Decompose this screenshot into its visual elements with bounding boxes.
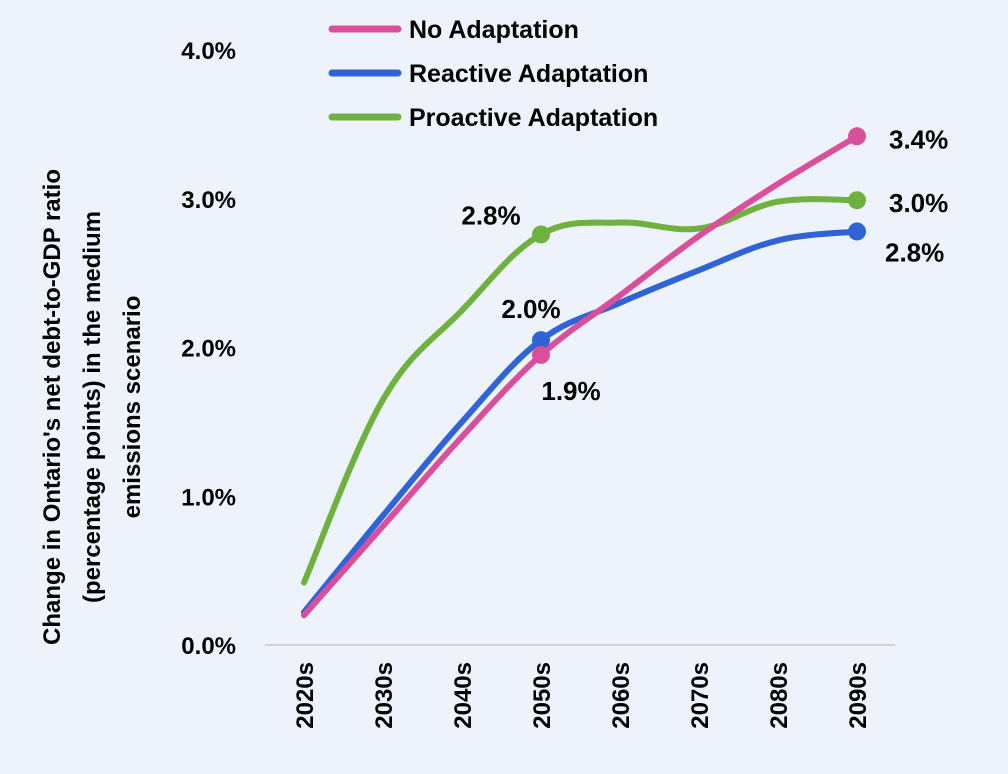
- x-tick-label: 2020s: [292, 662, 319, 729]
- data-label: 2.0%: [501, 294, 560, 324]
- marker-layer: [532, 127, 866, 364]
- x-tick-label: 2090s: [845, 662, 872, 729]
- y-tick-label: 1.0%: [181, 484, 236, 511]
- data-label: 2.8%: [461, 200, 520, 230]
- x-tick-label: 2040s: [450, 662, 477, 729]
- series-line-reactive-adaptation: [301, 228, 860, 616]
- data-label: 2.8%: [885, 237, 944, 267]
- legend-label: Proactive Adaptation: [409, 104, 658, 132]
- y-axis-label-line: emissions scenario: [119, 296, 146, 519]
- data-label: 1.9%: [541, 376, 600, 406]
- y-tick-label: 4.0%: [181, 38, 236, 65]
- data-label-layer: 2.8% 3.0% 2.0% 2.8% 1.9% 3.4%: [461, 124, 948, 406]
- legend-label: No Adaptation: [409, 16, 579, 44]
- data-point-marker: [848, 127, 866, 146]
- data-label: 3.0%: [889, 188, 948, 218]
- data-point-marker: [532, 225, 550, 244]
- legend-label: Reactive Adaptation: [409, 60, 648, 88]
- x-tick-label: 2060s: [608, 662, 635, 729]
- data-label: 3.4%: [889, 124, 948, 154]
- data-point-marker: [532, 331, 550, 350]
- y-axis-ticks: 0.0% 1.0% 2.0% 3.0% 4.0%: [181, 38, 236, 660]
- y-tick-label: 0.0%: [181, 633, 236, 660]
- data-point-marker: [532, 345, 550, 364]
- x-tick-label: 2080s: [766, 662, 793, 729]
- x-tick-label: 2030s: [371, 662, 398, 729]
- series-line-no-adaptation: [301, 133, 860, 619]
- data-point-marker: [848, 191, 866, 210]
- data-point-marker: [848, 222, 866, 241]
- y-axis-label: Change in Ontario's net debt-to-GDP rati…: [39, 169, 146, 645]
- y-tick-label: 3.0%: [181, 187, 236, 214]
- y-axis-label-line: (percentage points) in the medium: [79, 211, 106, 603]
- y-axis-label-line: Change in Ontario's net debt-to-GDP rati…: [39, 169, 66, 645]
- x-tick-label: 2050s: [529, 662, 556, 729]
- y-tick-label: 2.0%: [181, 336, 236, 363]
- x-axis-ticks: 2020s 2030s 2040s 2050s 2060s 2070s 2080s 2090s: [292, 662, 872, 729]
- x-tick-label: 2070s: [687, 662, 714, 729]
- legend: No Adaptation Reactive Adaptation Proactiv…: [328, 16, 658, 132]
